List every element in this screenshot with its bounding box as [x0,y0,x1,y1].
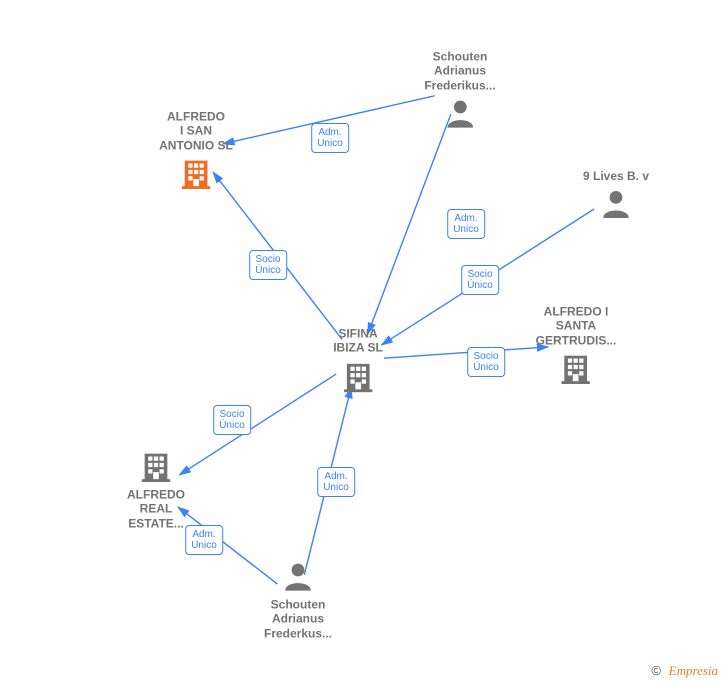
brand-name: Empresia [669,663,718,678]
node-nine-lives[interactable]: 9 Lives B. v [583,169,649,221]
node-sifina[interactable]: SIFINA IBIZA SL [333,327,383,394]
node-alfredo-san-antonio[interactable]: ALFREDO I SAN ANTONIO SL [159,109,233,190]
edge-label: Adm. Unico [311,123,349,153]
person-icon [264,559,332,593]
edge-label: Adm. Unico [185,525,223,555]
node-alfredo-real-estate[interactable]: ALFREDO REAL ESTATE... [127,449,185,530]
edge-label: Socio Único [249,250,287,280]
building-icon [159,157,233,191]
node-schouten-top[interactable]: Schouten Adrianus Frederikus... [424,49,495,130]
node-label: SIFINA IBIZA SL [333,327,383,356]
building-icon [127,449,185,483]
node-label: 9 Lives B. v [583,169,649,183]
edge-label: Adm. Unico [317,467,355,497]
footer: © Empresia [651,663,718,679]
node-label: ALFREDO REAL ESTATE... [127,487,185,530]
edge-label: Socio Único [213,405,251,435]
building-icon [536,352,617,386]
node-alfredo-santa-gertrudis[interactable]: ALFREDO I SANTA GERTRUDIS... [536,304,617,385]
node-label: Schouten Adrianus Frederkus... [264,597,332,640]
edge-line [180,374,337,475]
copyright-symbol: © [651,663,661,678]
node-label: ALFREDO I SANTA GERTRUDIS... [536,304,617,347]
edge-label: Socio Único [461,265,499,295]
diagram-canvas: ALFREDO I SAN ANTONIO SL Schouten Adrian… [0,0,728,685]
building-icon [333,359,383,393]
node-schouten-bottom[interactable]: Schouten Adrianus Frederkus... [264,559,332,640]
edge-line [384,347,548,358]
person-icon [583,187,649,221]
edge-line [368,114,451,333]
edge-label: Adm. Unico [447,209,485,239]
person-icon [424,97,495,131]
edge-label: Socio Único [467,347,505,377]
node-label: ALFREDO I SAN ANTONIO SL [159,109,233,152]
node-label: Schouten Adrianus Frederikus... [424,49,495,92]
